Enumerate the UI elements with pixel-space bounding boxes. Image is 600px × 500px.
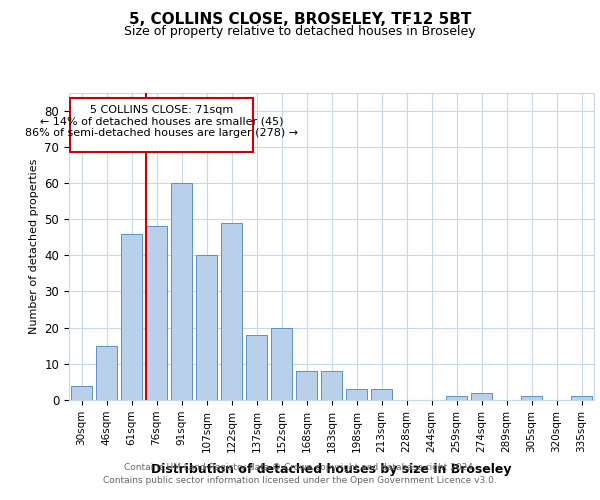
- Text: Size of property relative to detached houses in Broseley: Size of property relative to detached ho…: [124, 25, 476, 38]
- Bar: [321, 371, 342, 400]
- Bar: [221, 222, 242, 400]
- Bar: [471, 393, 492, 400]
- Bar: [196, 256, 217, 400]
- Bar: [271, 328, 292, 400]
- Bar: [446, 396, 467, 400]
- Text: Contains public sector information licensed under the Open Government Licence v3: Contains public sector information licen…: [103, 476, 497, 485]
- Bar: [371, 389, 392, 400]
- X-axis label: Distribution of detached houses by size in Broseley: Distribution of detached houses by size …: [151, 463, 512, 476]
- Text: Contains HM Land Registry data © Crown copyright and database right 2024.: Contains HM Land Registry data © Crown c…: [124, 464, 476, 472]
- Bar: [121, 234, 142, 400]
- Bar: [146, 226, 167, 400]
- Bar: [521, 396, 542, 400]
- Bar: [71, 386, 92, 400]
- Bar: [346, 389, 367, 400]
- Bar: [296, 371, 317, 400]
- Bar: [571, 396, 592, 400]
- Bar: [171, 183, 192, 400]
- Y-axis label: Number of detached properties: Number of detached properties: [29, 158, 39, 334]
- Text: 5 COLLINS CLOSE: 71sqm
← 14% of detached houses are smaller (45)
86% of semi-det: 5 COLLINS CLOSE: 71sqm ← 14% of detached…: [25, 105, 298, 138]
- Bar: [96, 346, 117, 400]
- FancyBboxPatch shape: [70, 98, 253, 152]
- Text: 5, COLLINS CLOSE, BROSELEY, TF12 5BT: 5, COLLINS CLOSE, BROSELEY, TF12 5BT: [129, 12, 471, 28]
- Bar: [246, 335, 267, 400]
